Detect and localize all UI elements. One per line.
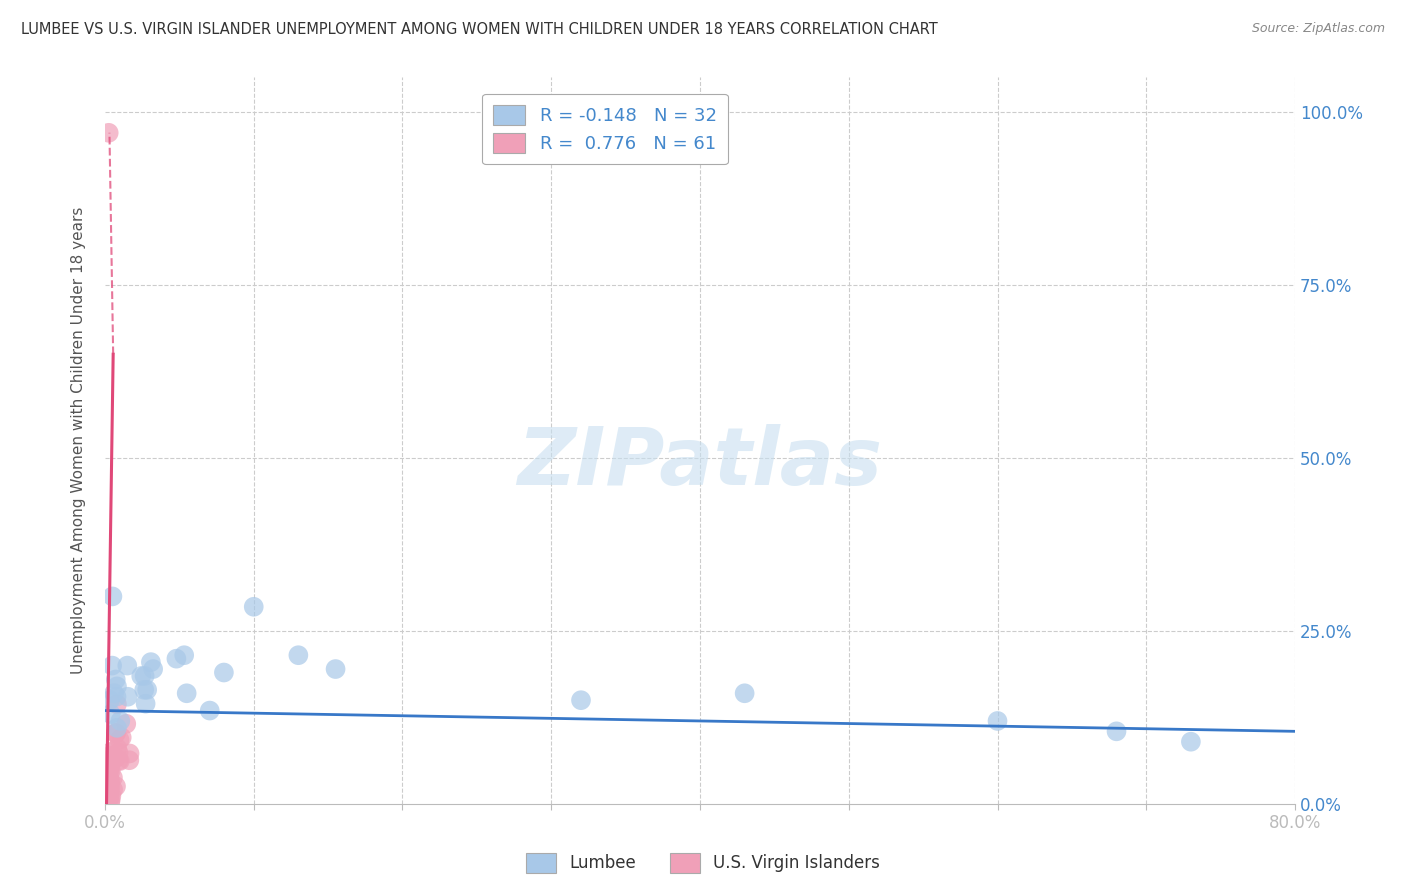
Point xyxy=(96,778,118,792)
Point xyxy=(173,648,195,663)
Text: LUMBEE VS U.S. VIRGIN ISLANDER UNEMPLOYMENT AMONG WOMEN WITH CHILDREN UNDER 18 Y: LUMBEE VS U.S. VIRGIN ISLANDER UNEMPLOYM… xyxy=(21,22,938,37)
Point xyxy=(97,787,120,801)
Point xyxy=(734,686,756,700)
Point xyxy=(105,697,128,711)
Point xyxy=(97,760,120,774)
Point xyxy=(101,753,124,767)
Point xyxy=(97,778,120,792)
Point xyxy=(98,795,121,809)
Point xyxy=(101,590,124,604)
Point xyxy=(139,655,162,669)
Point xyxy=(98,764,121,778)
Point xyxy=(136,682,159,697)
Point xyxy=(98,780,121,794)
Legend: Lumbee, U.S. Virgin Islanders: Lumbee, U.S. Virgin Islanders xyxy=(520,847,886,880)
Point xyxy=(100,764,122,778)
Point xyxy=(98,773,121,788)
Point xyxy=(96,791,118,805)
Point xyxy=(98,757,121,772)
Point xyxy=(98,753,121,767)
Point xyxy=(104,726,127,740)
Point xyxy=(108,754,131,768)
Point xyxy=(94,757,117,772)
Point xyxy=(100,706,122,721)
Point xyxy=(103,686,125,700)
Point xyxy=(104,751,127,765)
Point xyxy=(115,716,138,731)
Point xyxy=(101,782,124,797)
Point xyxy=(118,747,141,761)
Text: ZIPatlas: ZIPatlas xyxy=(517,424,883,501)
Point xyxy=(97,762,120,776)
Point xyxy=(96,769,118,783)
Point xyxy=(107,746,129,760)
Point xyxy=(325,662,347,676)
Y-axis label: Unemployment Among Women with Children Under 18 years: Unemployment Among Women with Children U… xyxy=(72,207,86,674)
Point xyxy=(142,662,165,676)
Point xyxy=(98,772,121,787)
Point xyxy=(110,714,132,728)
Point xyxy=(100,789,122,803)
Point xyxy=(986,714,1008,728)
Point xyxy=(104,673,127,687)
Point xyxy=(101,752,124,766)
Point xyxy=(105,721,128,735)
Point xyxy=(111,731,134,745)
Point xyxy=(1105,724,1128,739)
Point xyxy=(97,777,120,791)
Point xyxy=(96,762,118,776)
Point xyxy=(96,795,118,809)
Point xyxy=(96,782,118,797)
Point xyxy=(118,753,141,767)
Point xyxy=(117,690,139,704)
Point xyxy=(105,690,128,704)
Point xyxy=(105,741,128,756)
Point xyxy=(165,651,187,665)
Point xyxy=(98,760,121,774)
Point xyxy=(100,793,122,807)
Text: Source: ZipAtlas.com: Source: ZipAtlas.com xyxy=(1251,22,1385,36)
Point xyxy=(100,745,122,759)
Point xyxy=(1180,735,1202,749)
Point xyxy=(97,784,120,798)
Point xyxy=(101,658,124,673)
Point xyxy=(98,783,121,797)
Point xyxy=(98,777,121,791)
Point xyxy=(108,732,131,747)
Point xyxy=(97,790,120,805)
Legend: R = -0.148   N = 32, R =  0.776   N = 61: R = -0.148 N = 32, R = 0.776 N = 61 xyxy=(482,94,728,164)
Point xyxy=(98,777,121,791)
Point xyxy=(98,693,121,707)
Point xyxy=(129,669,152,683)
Point xyxy=(198,704,221,718)
Point xyxy=(569,693,592,707)
Point xyxy=(242,599,264,614)
Point xyxy=(104,726,127,740)
Point xyxy=(176,686,198,700)
Point xyxy=(105,780,128,794)
Point xyxy=(135,697,157,711)
Point xyxy=(107,754,129,768)
Point xyxy=(101,771,124,785)
Point xyxy=(94,757,117,772)
Point xyxy=(97,764,120,779)
Point xyxy=(287,648,309,663)
Point xyxy=(96,775,118,789)
Point xyxy=(97,756,120,771)
Point xyxy=(97,791,120,805)
Point xyxy=(96,784,118,798)
Point xyxy=(105,679,128,693)
Point xyxy=(97,764,120,779)
Point xyxy=(212,665,235,680)
Point xyxy=(96,766,118,780)
Point xyxy=(94,784,117,798)
Point xyxy=(97,769,120,783)
Point xyxy=(134,669,156,683)
Point xyxy=(100,748,122,763)
Point xyxy=(134,682,156,697)
Point xyxy=(117,658,139,673)
Point xyxy=(98,781,121,796)
Point xyxy=(97,126,120,140)
Point xyxy=(94,778,117,792)
